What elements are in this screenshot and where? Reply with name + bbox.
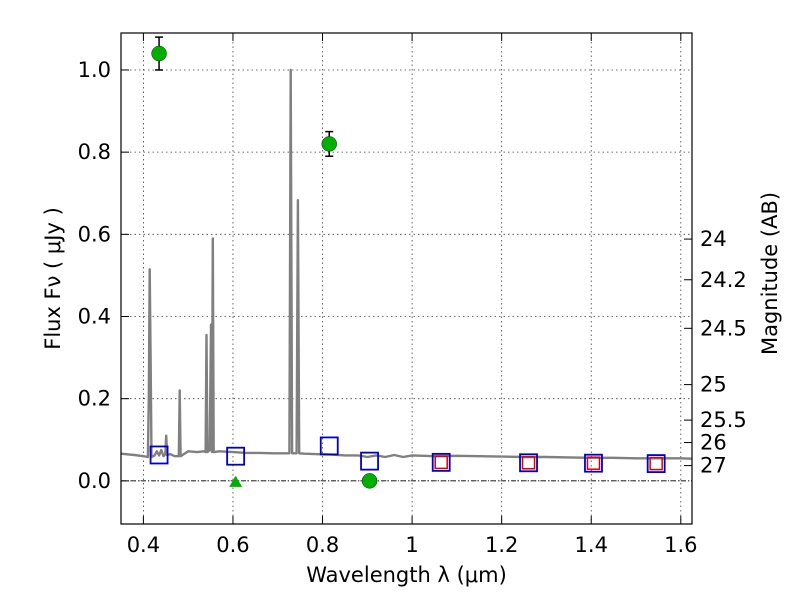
x-tick-label: 0.8: [306, 533, 339, 557]
y-tick-label: 0.0: [78, 469, 111, 493]
spectrum-line: [121, 68, 692, 460]
model-point: [319, 436, 339, 456]
photometry-point: [151, 45, 167, 62]
right-tick-label: 27: [700, 454, 727, 478]
x-tick-label: 1: [405, 533, 418, 557]
right-tick-label: 24.2: [700, 268, 747, 292]
y-tick-label: 0.2: [78, 387, 111, 411]
right-tick-label: 25: [700, 373, 727, 397]
photometry-point: [361, 473, 378, 489]
model-point: [226, 446, 246, 466]
y-axis-label: Flux Fν ( μJy ): [41, 207, 65, 350]
right-tick-label: 24: [700, 227, 727, 251]
y-tick-label: 0.4: [78, 305, 111, 329]
model-point: [431, 452, 451, 472]
model-point: [646, 454, 666, 474]
right-tick-label: 24.5: [700, 316, 747, 340]
model-point: [360, 451, 379, 471]
x-tick-label: 1.4: [575, 533, 608, 557]
x-axis-label: Wavelength λ (μm): [306, 563, 507, 587]
plot-area: [121, 36, 692, 489]
model-point: [584, 453, 603, 473]
photometry-point: [321, 136, 337, 152]
model-point: [149, 445, 169, 465]
x-tick-label: 0.4: [127, 533, 160, 557]
right-tick-label: 25.5: [700, 408, 747, 432]
model-point-red: [586, 456, 601, 470]
plot-frame: [120, 32, 693, 525]
x-tick-label: 1.6: [664, 533, 697, 557]
axis-ticks: 0.4 0.6 0.8 1 1.2 1.4 1.6 0.0 0.2 0.4 0.6 0.8 1.0 24 2…: [78, 33, 747, 557]
y-tick-label: 0.8: [78, 140, 111, 164]
x-tick-label: 0.6: [216, 533, 249, 557]
model-point: [519, 453, 538, 473]
model-point-red: [649, 456, 663, 471]
right-tick-label: 26: [700, 431, 727, 455]
y-axis-right-label: Magnitude (AB): [758, 192, 782, 355]
upper-limit-point: [229, 475, 243, 487]
x-tick-label: 1.2: [485, 533, 518, 557]
grid: [121, 33, 692, 524]
y-tick-label: 1.0: [78, 58, 111, 82]
y-tick-label: 0.6: [78, 222, 111, 246]
model-point-red: [521, 456, 536, 470]
model-point-red: [434, 455, 448, 470]
